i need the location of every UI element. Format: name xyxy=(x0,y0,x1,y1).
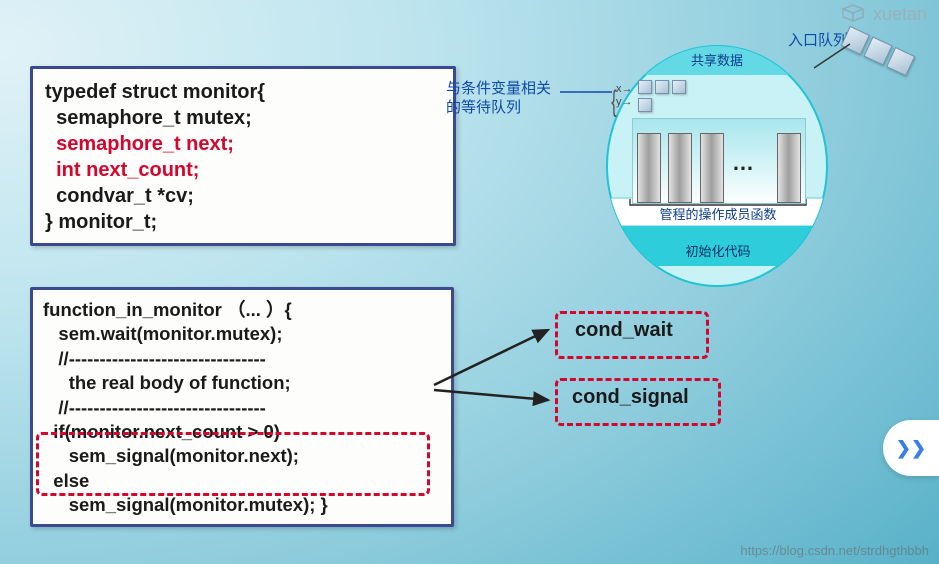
entry-queue-line xyxy=(810,38,860,78)
code-line: sem_signal(monitor.mutex); } xyxy=(43,493,441,517)
xy-label: x→ y→ xyxy=(616,83,633,108)
code-line: typedef struct monitor{ xyxy=(45,79,441,105)
cond-queue-label: 与条件变量相关 的等待队列 xyxy=(446,80,551,118)
cond-wait-label: cond_wait xyxy=(575,319,673,342)
code-line: //-------------------------------- xyxy=(43,396,441,420)
next-slide-button[interactable]: ❯❯ xyxy=(883,420,939,476)
code-line-highlight: int next_count; xyxy=(45,157,441,183)
arrow-fork xyxy=(430,300,570,430)
brand-text: xuetan xyxy=(873,4,927,25)
code-line: condvar_t *cv; xyxy=(45,183,441,209)
struct-code-box: typedef struct monitor{ semaphore_t mute… xyxy=(30,66,456,246)
bar-icon xyxy=(700,133,724,203)
brand-mark: xuetan xyxy=(839,3,927,25)
queue-node-icon xyxy=(638,80,652,94)
code-line-highlight: semaphore_t next; xyxy=(45,131,441,157)
queue-node-icon xyxy=(886,47,915,76)
queue-node-icon xyxy=(638,98,652,112)
shared-data-label: 共享数据 xyxy=(620,50,814,69)
member-func-bars xyxy=(632,118,806,204)
code-line: the real body of function; xyxy=(43,371,441,395)
pointer-line xyxy=(558,80,618,110)
watermark-text: https://blog.csdn.net/strdhgthbbh xyxy=(740,543,929,558)
code-line: sem.wait(monitor.mutex); xyxy=(43,322,441,346)
bar-icon xyxy=(777,133,801,203)
code-line: semaphore_t mutex; xyxy=(45,105,441,131)
cond-queue-y xyxy=(638,98,652,112)
ellipsis-icon: … xyxy=(732,150,754,176)
code-line: function_in_monitor （... ）{ xyxy=(43,298,441,322)
member-func-label: 管程的操作成员函数 xyxy=(632,204,804,223)
cond-signal-label: cond_signal xyxy=(572,386,689,409)
slide-root: xuetan typedef struct monitor{ semaphore… xyxy=(0,0,939,564)
cube-icon xyxy=(839,3,867,25)
queue-node-icon xyxy=(672,80,686,94)
cond-queue-x xyxy=(638,80,686,94)
highlight-box-code xyxy=(36,432,430,496)
init-code-label: 初始化代码 xyxy=(652,241,784,260)
bar-icon xyxy=(637,133,661,203)
bar-icon xyxy=(668,133,692,203)
code-line: } monitor_t; xyxy=(45,209,441,235)
queue-node-icon xyxy=(655,80,669,94)
code-line: //-------------------------------- xyxy=(43,347,441,371)
